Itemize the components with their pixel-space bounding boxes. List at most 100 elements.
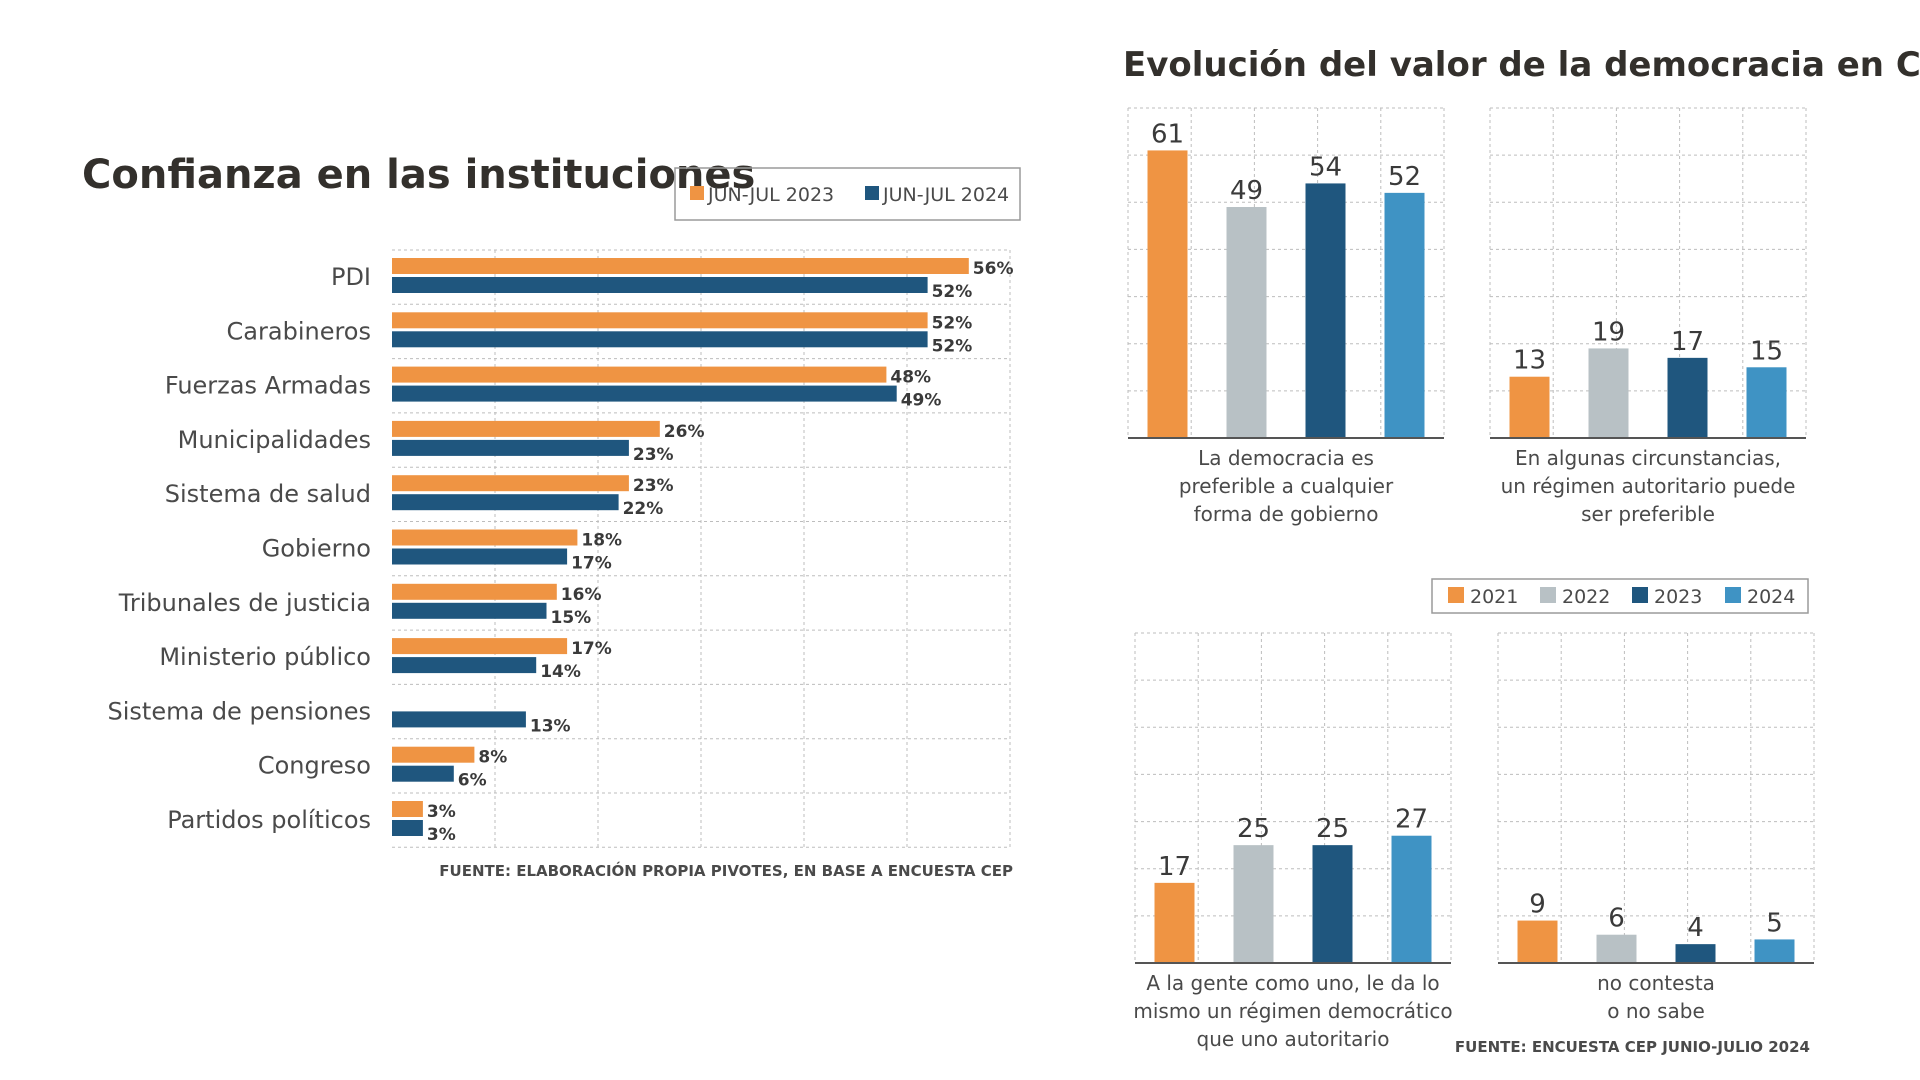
left-chart-title: Confianza en las instituciones (82, 152, 755, 198)
panel-caption-line: La democracia es (1198, 446, 1374, 470)
panel-bar-value: 25 (1237, 814, 1270, 844)
bar (392, 801, 423, 817)
bar-value-label: 8% (478, 748, 507, 768)
right-legend-swatch (1725, 587, 1741, 603)
panel-bar (1588, 348, 1629, 438)
bar-value-label: 3% (427, 825, 456, 845)
panel-bar (1305, 183, 1346, 438)
bar-value-label: 17% (571, 554, 612, 574)
panel-bar-value: 17 (1671, 327, 1704, 357)
left-legend-label: JUN-JUL 2023 (707, 184, 834, 206)
left-chart-bars: 56%52%52%52%48%49%26%23%23%22%18%17%16%1… (392, 258, 1014, 845)
panel-bar-value: 52 (1388, 162, 1421, 192)
left-legend-swatch (865, 186, 879, 200)
bar (392, 583, 557, 600)
panel-bar (1746, 367, 1787, 438)
panel-bar (1226, 207, 1267, 438)
panel-bar (1233, 845, 1274, 963)
panel-caption-line: o no sabe (1607, 999, 1705, 1023)
bar-value-label: 16% (561, 585, 602, 605)
panel-bar-value: 6 (1608, 904, 1625, 934)
panel-bar (1391, 835, 1432, 963)
bar-value-label: 14% (540, 662, 581, 682)
panel-4: 9 6 4 5 no contesta o no sabe (1497, 632, 1815, 1023)
panel-3: 17 25 25 27 A la gente como uno, le da lo mis… (1133, 632, 1453, 1051)
right-chart-legend: 2021 2022 2023 2024 (1431, 578, 1809, 614)
bar-value-label: 56% (973, 259, 1014, 279)
category-label: Municipalidades (178, 426, 371, 454)
category-label: Fuerzas Armadas (165, 372, 371, 400)
category-label: Sistema de salud (165, 480, 371, 508)
panel-bar (1754, 939, 1795, 963)
panel-bar-value: 27 (1395, 805, 1428, 835)
bar (392, 820, 423, 836)
panel-caption-line: un régimen autoritario puede (1501, 474, 1796, 498)
right-legend-swatch (1448, 587, 1464, 603)
panel-bar-value: 9 (1529, 890, 1546, 920)
panel-bar (1517, 920, 1558, 963)
bar-value-label: 17% (571, 639, 612, 659)
bar-value-label: 3% (427, 802, 456, 822)
right-legend-label: 2023 (1654, 586, 1702, 608)
category-label: Congreso (258, 752, 371, 780)
panel-bar (1667, 357, 1708, 438)
panel-bar-value: 61 (1151, 119, 1184, 149)
panel-1: 61 49 54 52 La democracia es preferible a cua… (1127, 107, 1445, 526)
panel-bar (1675, 944, 1716, 963)
left-legend-label: JUN-JUL 2024 (882, 184, 1009, 206)
bar (392, 420, 660, 437)
bar (392, 657, 537, 674)
panel-bar-value: 49 (1230, 176, 1263, 206)
bar (392, 475, 629, 492)
left-legend-frame (674, 167, 1021, 221)
right-legend-frame (1431, 578, 1809, 614)
bar (392, 711, 526, 728)
bar-value-label: 26% (664, 422, 705, 442)
panel-bar-value: 25 (1316, 814, 1349, 844)
bar (392, 385, 897, 402)
bar (392, 602, 547, 619)
panel-caption-line: preferible a cualquier (1179, 474, 1394, 498)
panel-bar (1154, 882, 1195, 963)
category-label: Ministerio público (159, 643, 371, 671)
category-label: Partidos políticos (167, 806, 371, 834)
left-legend-swatch (690, 186, 704, 200)
category-label: Gobierno (262, 535, 371, 563)
bar (392, 548, 568, 565)
bar (392, 746, 475, 763)
bar (392, 638, 568, 655)
panel-bar-value: 15 (1750, 336, 1783, 366)
panel-caption-line: ser preferible (1581, 502, 1715, 526)
right-legend-swatch (1632, 587, 1648, 603)
panel-caption-line: En algunas circunstancias, (1515, 446, 1781, 470)
bar-value-label: 48% (890, 368, 931, 388)
panel-bar-value: 17 (1158, 852, 1191, 882)
bar (392, 312, 928, 329)
bar (392, 494, 619, 511)
panel-caption-line: forma de gobierno (1194, 502, 1379, 526)
panel-bar-value: 19 (1592, 317, 1625, 347)
panel-bar (1312, 845, 1353, 963)
bar-value-label: 52% (932, 313, 973, 333)
panel-bar (1596, 934, 1637, 963)
left-chart-source: FUENTE: ELABORACIÓN PROPIA PIVOTES, EN B… (439, 861, 1013, 880)
panel-bar-value: 4 (1687, 913, 1704, 943)
left-chart-legend: JUN-JUL 2023 JUN-JUL 2024 (674, 167, 1021, 221)
bar-value-label: 49% (901, 391, 942, 411)
panel-caption-line: A la gente como uno, le da lo (1146, 971, 1439, 995)
panel-bar-value: 54 (1309, 152, 1342, 182)
bar-value-label: 23% (633, 476, 674, 496)
bar-value-label: 13% (530, 716, 571, 736)
bar-value-label: 22% (623, 499, 664, 519)
right-legend-label: 2022 (1562, 586, 1610, 608)
right-legend-swatch (1540, 587, 1556, 603)
category-label: PDI (331, 263, 371, 291)
panel-bar (1384, 192, 1425, 438)
bar (392, 439, 629, 456)
panel-bar-value: 13 (1513, 346, 1546, 376)
panel-bar (1147, 150, 1188, 438)
panel-caption-line: mismo un régimen democrático (1133, 999, 1452, 1023)
category-label: Tribunales de justicia (118, 589, 371, 617)
panel-bar-value: 5 (1766, 908, 1783, 938)
